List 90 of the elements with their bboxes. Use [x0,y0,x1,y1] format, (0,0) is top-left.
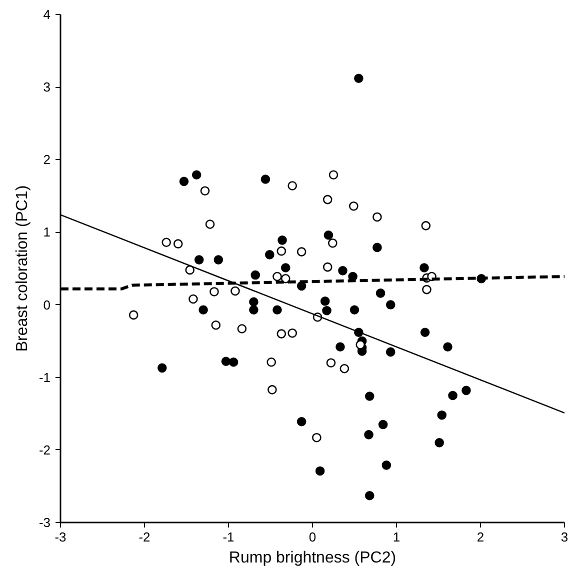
point [364,430,374,440]
point [288,181,297,190]
y-tick-label: -1 [38,370,51,385]
point [312,432,322,442]
point [437,410,447,420]
point [376,288,386,298]
point [280,274,290,284]
x-tick-label: 1 [392,530,400,544]
point [448,390,458,400]
point [349,201,358,211]
y-tick-label: 4 [43,7,51,22]
point [272,305,282,315]
point [443,342,452,352]
point [354,74,364,84]
point [194,255,204,264]
point [320,296,330,306]
x-tick-label: 0 [308,530,316,544]
point [322,262,332,272]
point [322,194,332,204]
y-tick-label: 3 [43,80,51,95]
point [422,284,432,294]
point [221,356,231,366]
y-axis-title: Breast coloration (PC1) [14,185,31,352]
point [280,263,290,272]
point [205,220,215,229]
x-tick-label: 3 [560,530,568,544]
y-tick-label: -3 [38,515,51,530]
y-tick-label: 2 [43,152,51,168]
point [386,347,396,357]
point [322,306,332,316]
point [211,320,221,330]
point [340,364,350,374]
point [157,363,167,373]
point [200,186,210,196]
point [338,266,348,276]
point [268,385,277,394]
point [250,270,260,280]
point [328,238,338,248]
x-tick-label: 2 [476,530,484,544]
point [336,342,345,352]
x-tick-label: -3 [54,530,66,544]
point [434,438,444,448]
point [276,246,286,256]
point [188,294,198,304]
point [162,238,171,248]
point [276,329,286,338]
point [179,176,189,186]
y-tick-label: -2 [38,442,51,458]
point [260,174,270,184]
y-tick-label: 1 [43,224,51,240]
point [382,460,392,470]
point [272,272,282,282]
point [237,324,247,334]
point [328,170,338,180]
point [230,286,240,296]
point [214,255,224,264]
y-tick-label: 0 [43,297,51,312]
point [421,221,431,230]
x-tick-label: -1 [222,530,234,544]
point [364,491,374,500]
point [185,265,195,275]
point [462,386,471,396]
point [315,466,325,476]
point [249,305,258,315]
point [296,247,306,256]
point [378,420,388,430]
point [278,236,287,245]
point [198,305,208,315]
point [128,310,138,320]
point [372,242,382,252]
point [288,328,297,338]
point [386,300,396,310]
point [372,212,382,222]
point [420,263,429,272]
x-tick-label: -2 [138,530,150,544]
point [326,358,336,368]
point [265,250,274,260]
point [210,287,219,296]
point [266,357,276,367]
point [173,239,183,248]
point [296,416,306,426]
point [356,340,366,350]
point [420,328,430,338]
point [249,297,258,307]
point [350,305,360,315]
point [324,230,334,240]
point [228,357,238,367]
x-axis-title: Rump brightness (PC2) [228,550,396,566]
point [192,170,202,180]
point [364,392,374,401]
